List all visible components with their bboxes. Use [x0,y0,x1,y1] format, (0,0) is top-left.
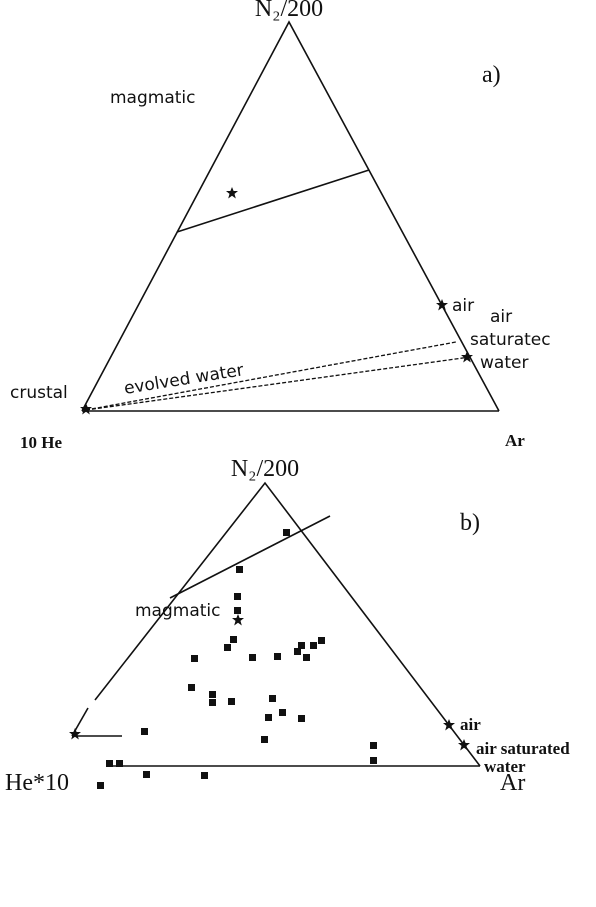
panel-b: N₂/200 b) magmatic air air saturated wat… [5,456,570,796]
sample [310,642,317,649]
sample [116,760,123,767]
line-label: evolved water [123,360,245,399]
sample [370,742,377,749]
point-label: water [480,353,528,373]
panel-label: a) [482,62,501,88]
point-label: water [484,757,526,776]
point-label: air [490,307,512,327]
dashed-line [85,341,457,411]
sample [265,714,272,721]
sample [294,648,301,655]
sample [209,699,216,706]
sample [236,566,243,573]
sample [228,698,235,705]
sample [303,654,310,661]
star [69,728,81,740]
sample [230,636,237,643]
sample [234,607,241,614]
sample [209,691,216,698]
sample [188,684,195,691]
apex-label: N₂/200 [231,456,299,482]
triangle [81,20,500,412]
sample [298,642,305,649]
region-label: magmatic [110,88,195,108]
point-label: air saturated [476,739,570,758]
point-label: air [460,715,481,734]
sample [141,728,148,735]
sample [274,653,281,660]
sample [201,772,208,779]
region-label: magmatic [135,601,220,621]
region-label: crustal [10,383,68,403]
star [436,299,448,311]
sample [279,709,286,716]
sample [283,529,290,536]
point-label: air [452,296,474,316]
left-label: He*10 [5,770,69,796]
magmatic-boundary [169,515,331,599]
sample [298,715,305,722]
dashed-line [85,356,471,411]
right-label: Ar [500,770,525,796]
sample [191,655,198,662]
sample [97,782,104,789]
sample [224,644,231,651]
right-label: Ar [505,431,525,450]
sample [143,771,150,778]
left-label: 10 He [20,433,62,452]
star [226,187,238,199]
sample [234,593,241,600]
panel-label: b) [460,510,480,536]
sample [269,695,276,702]
sample [370,757,377,764]
panel-a: N₂/200 a) magmatic crustal evolved water… [10,0,551,452]
star [232,614,244,626]
point-label: saturatec [470,330,551,350]
sample [249,654,256,661]
triangle [94,481,481,767]
samples [97,529,377,789]
star [80,403,92,415]
apex-label: N₂/200 [255,0,323,22]
sample [261,736,268,743]
sample [318,637,325,644]
sample [106,760,113,767]
magmatic-boundary [176,169,370,233]
